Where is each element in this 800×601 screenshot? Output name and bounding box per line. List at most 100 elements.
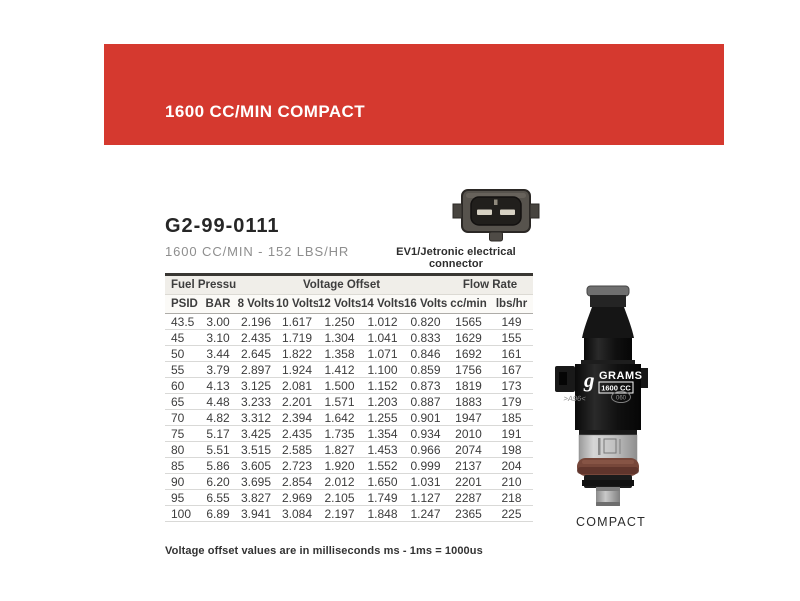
table-cell: 3.827 [236, 489, 277, 506]
table-row: 75 5.17 3.425 2.435 1.735 1.354 0.934 2010 191 [165, 425, 534, 442]
table-cell: 5.17 [200, 425, 237, 442]
table-cell: 1.100 [361, 361, 405, 378]
table-row: 65 4.48 3.233 2.201 1.571 1.203 0.887 1883 179 [165, 393, 534, 410]
table-row: 60 4.13 3.125 2.081 1.500 1.152 0.873 1819 173 [165, 377, 534, 394]
table-row: 100 6.89 3.941 3.084 2.197 1.848 1.247 2365 225 [165, 505, 534, 522]
table-cell: 0.873 [404, 377, 448, 394]
table-cell: 1.031 [404, 473, 448, 490]
table-cell: 1883 [447, 393, 491, 410]
table-cell: 80 [165, 441, 200, 458]
table-cell: 55 [165, 361, 200, 378]
table-cell: 3.10 [200, 329, 237, 346]
table-cell: 204 [490, 457, 534, 474]
table-cell: 6.20 [200, 473, 237, 490]
table-cell: 4.82 [200, 409, 237, 426]
table-cell: 1.571 [318, 393, 362, 410]
table-cell: 0.887 [404, 393, 448, 410]
injector-illustration: g GRAMS 1600 CC >A96< 060 [555, 285, 648, 506]
table-cell: 225 [490, 505, 534, 522]
table-cell: 1.650 [361, 473, 405, 490]
table-cell: 2010 [447, 425, 491, 442]
table-cell: 2.394 [276, 409, 319, 426]
table-cell: 3.233 [236, 393, 277, 410]
table-row: 85 5.86 3.605 2.723 1.920 1.552 0.999 2137 204 [165, 457, 534, 474]
table-cell: 0.820 [404, 313, 448, 330]
table-cell: 1.012 [361, 313, 405, 330]
table-cell: 1.848 [361, 505, 405, 522]
table-cell: 149 [490, 313, 534, 330]
table-cell: 1.552 [361, 457, 405, 474]
table-cell: 1.255 [361, 409, 405, 426]
table-cell: 185 [490, 409, 534, 426]
table-cell: 0.859 [404, 361, 448, 378]
table-cell: 3.00 [200, 313, 237, 330]
table-row: 45 3.10 2.435 1.719 1.304 1.041 0.833 1629 155 [165, 329, 534, 346]
banner-title: 1600 CC/MIN COMPACT [165, 102, 365, 121]
column-header: 8 Volts [236, 294, 277, 314]
injector-neck [584, 338, 632, 362]
table-cell: 1.041 [361, 329, 405, 346]
table-cell: 1.354 [361, 425, 405, 442]
table-cell: 6.89 [200, 505, 237, 522]
table-cell: 179 [490, 393, 534, 410]
table-row: 70 4.82 3.312 2.394 1.642 1.255 0.901 1947 185 [165, 409, 534, 426]
table-cell: 0.901 [404, 409, 448, 426]
column-header: 14 Volts [361, 294, 405, 314]
connector-tab-left [452, 203, 463, 219]
table-cell: 3.515 [236, 441, 277, 458]
table-cell: 0.966 [404, 441, 448, 458]
table-cell: 3.084 [276, 505, 319, 522]
table-cell: 2.897 [236, 361, 277, 378]
table-cell: 3.44 [200, 345, 237, 362]
table-cell: 167 [490, 361, 534, 378]
table-cell: 2201 [447, 473, 491, 490]
table-group-header-row: Fuel Pressure Voltage Offset Flow Rate [165, 274, 534, 295]
table-cell: 5.86 [200, 457, 237, 474]
table-cell: 198 [490, 441, 534, 458]
injector-top-disc [586, 285, 630, 297]
table-cell: 1.719 [276, 329, 319, 346]
injector-size-text: 1600 CC [601, 384, 631, 393]
table-cell: 100 [165, 505, 200, 522]
table-cell: 2.435 [276, 425, 319, 442]
table-cell: 2.435 [236, 329, 277, 346]
product-banner: 1600 CC/MIN COMPACT [104, 44, 724, 145]
table-cell: 3.425 [236, 425, 277, 442]
table-row: 55 3.79 2.897 1.924 1.412 1.100 0.859 1756 167 [165, 361, 534, 378]
table-column-header-row: PSID BAR 8 Volts 10 Volts 12 Volts 14 Volts 16… [165, 294, 534, 314]
group-header-flow-rate: Flow Rate [447, 274, 534, 295]
table-cell: 75 [165, 425, 200, 442]
connector-icon [452, 189, 540, 242]
injector-tip [596, 487, 620, 506]
table-cell: 1.617 [276, 313, 319, 330]
table-cell: 1.500 [318, 377, 362, 394]
table-cell: 45 [165, 329, 200, 346]
table-cell: 1756 [447, 361, 491, 378]
table-cell: 5.51 [200, 441, 237, 458]
injector-brand-text: GRAMS [599, 370, 642, 382]
table-cell: 1.827 [318, 441, 362, 458]
table-cell: 2137 [447, 457, 491, 474]
table-cell: 218 [490, 489, 534, 506]
table-cell: 1565 [447, 313, 491, 330]
table-cell: 2.969 [276, 489, 319, 506]
table-cell: 0.833 [404, 329, 448, 346]
flow-table-wrap: Fuel Pressure Voltage Offset Flow Rate P… [165, 273, 534, 522]
table-cell: 50 [165, 345, 200, 362]
flow-table-body: 43.5 3.00 2.196 1.617 1.250 1.012 0.820 1565 149… [165, 313, 534, 522]
table-cell: 2.645 [236, 345, 277, 362]
column-header: 12 Volts [318, 294, 362, 314]
table-cell: 3.312 [236, 409, 277, 426]
table-cell: 1.250 [318, 313, 362, 330]
table-cell: 2.012 [318, 473, 362, 490]
table-cell: 2365 [447, 505, 491, 522]
table-cell: 4.13 [200, 377, 237, 394]
table-cell: 155 [490, 329, 534, 346]
column-header: cc/min [447, 294, 491, 314]
table-cell: 2.197 [318, 505, 362, 522]
table-cell: 43.5 [165, 313, 200, 330]
injector-marking-right: 060 [616, 396, 627, 402]
table-cell: 3.79 [200, 361, 237, 378]
table-cell: 3.605 [236, 457, 277, 474]
